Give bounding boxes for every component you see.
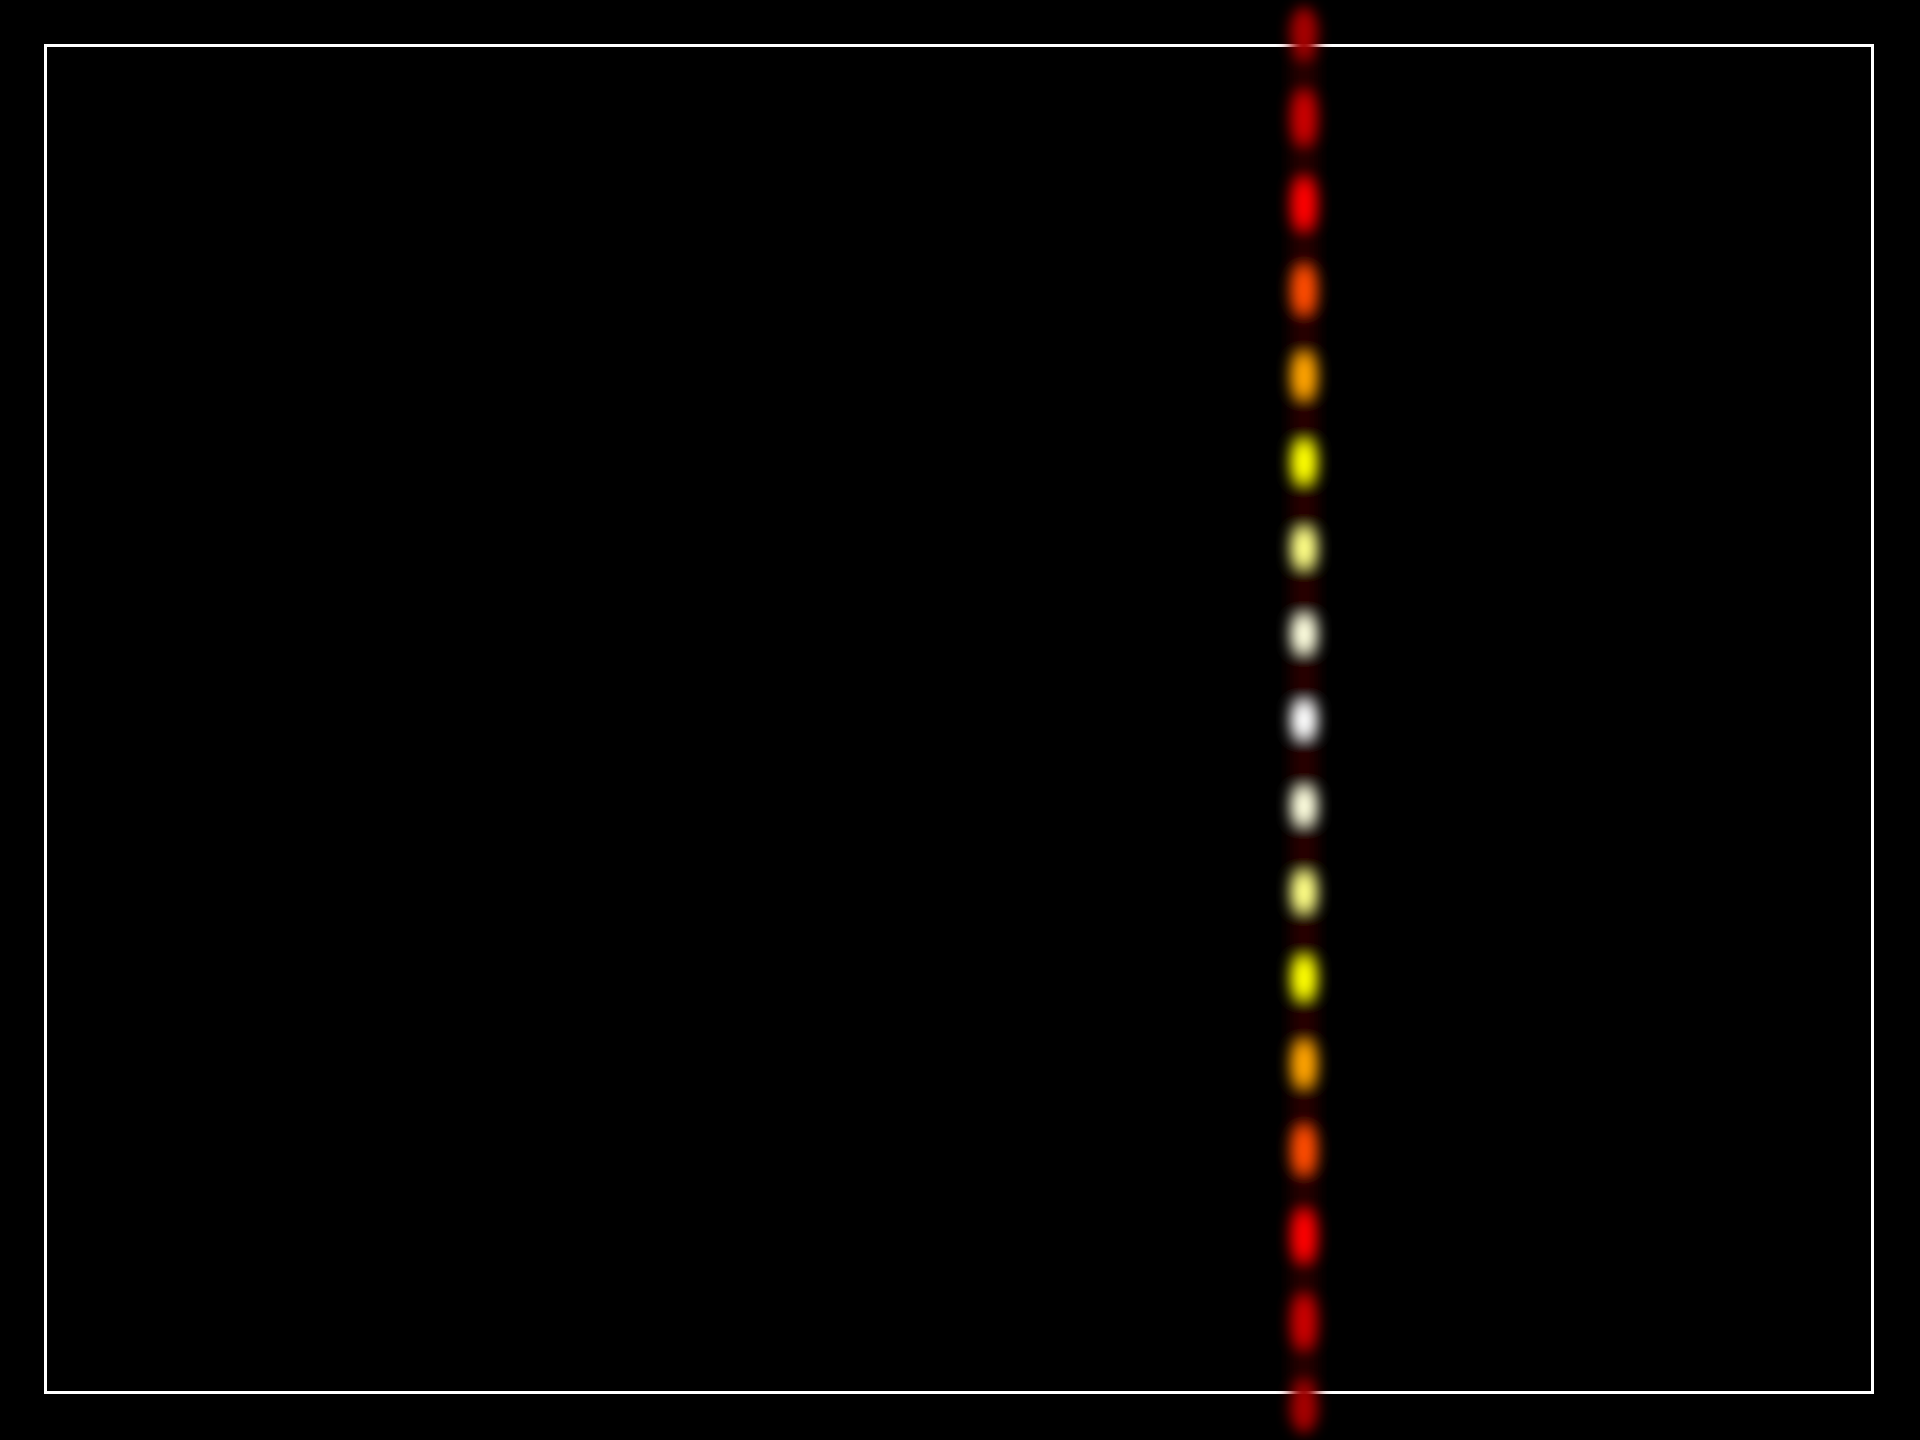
fringe-band (1290, 703, 1318, 737)
fringe-band (1290, 1382, 1318, 1434)
fringe-band (1290, 267, 1318, 313)
fringe-band (1290, 873, 1318, 911)
image-frame (44, 44, 1874, 1394)
fringe-band (1290, 958, 1318, 998)
fringe-band (1290, 442, 1318, 482)
fringe-band (1290, 1127, 1318, 1173)
fringe-band (1290, 1297, 1318, 1347)
fringe-band (1290, 180, 1318, 228)
fringe-band (1290, 616, 1318, 652)
fringe-band (1290, 788, 1318, 824)
fringe-band (1290, 529, 1318, 567)
fringe-band (1290, 6, 1318, 58)
fringe-band (1290, 354, 1318, 398)
fringe-band (1290, 93, 1318, 143)
fringe-band (1290, 1042, 1318, 1086)
fringe-band (1290, 1212, 1318, 1260)
